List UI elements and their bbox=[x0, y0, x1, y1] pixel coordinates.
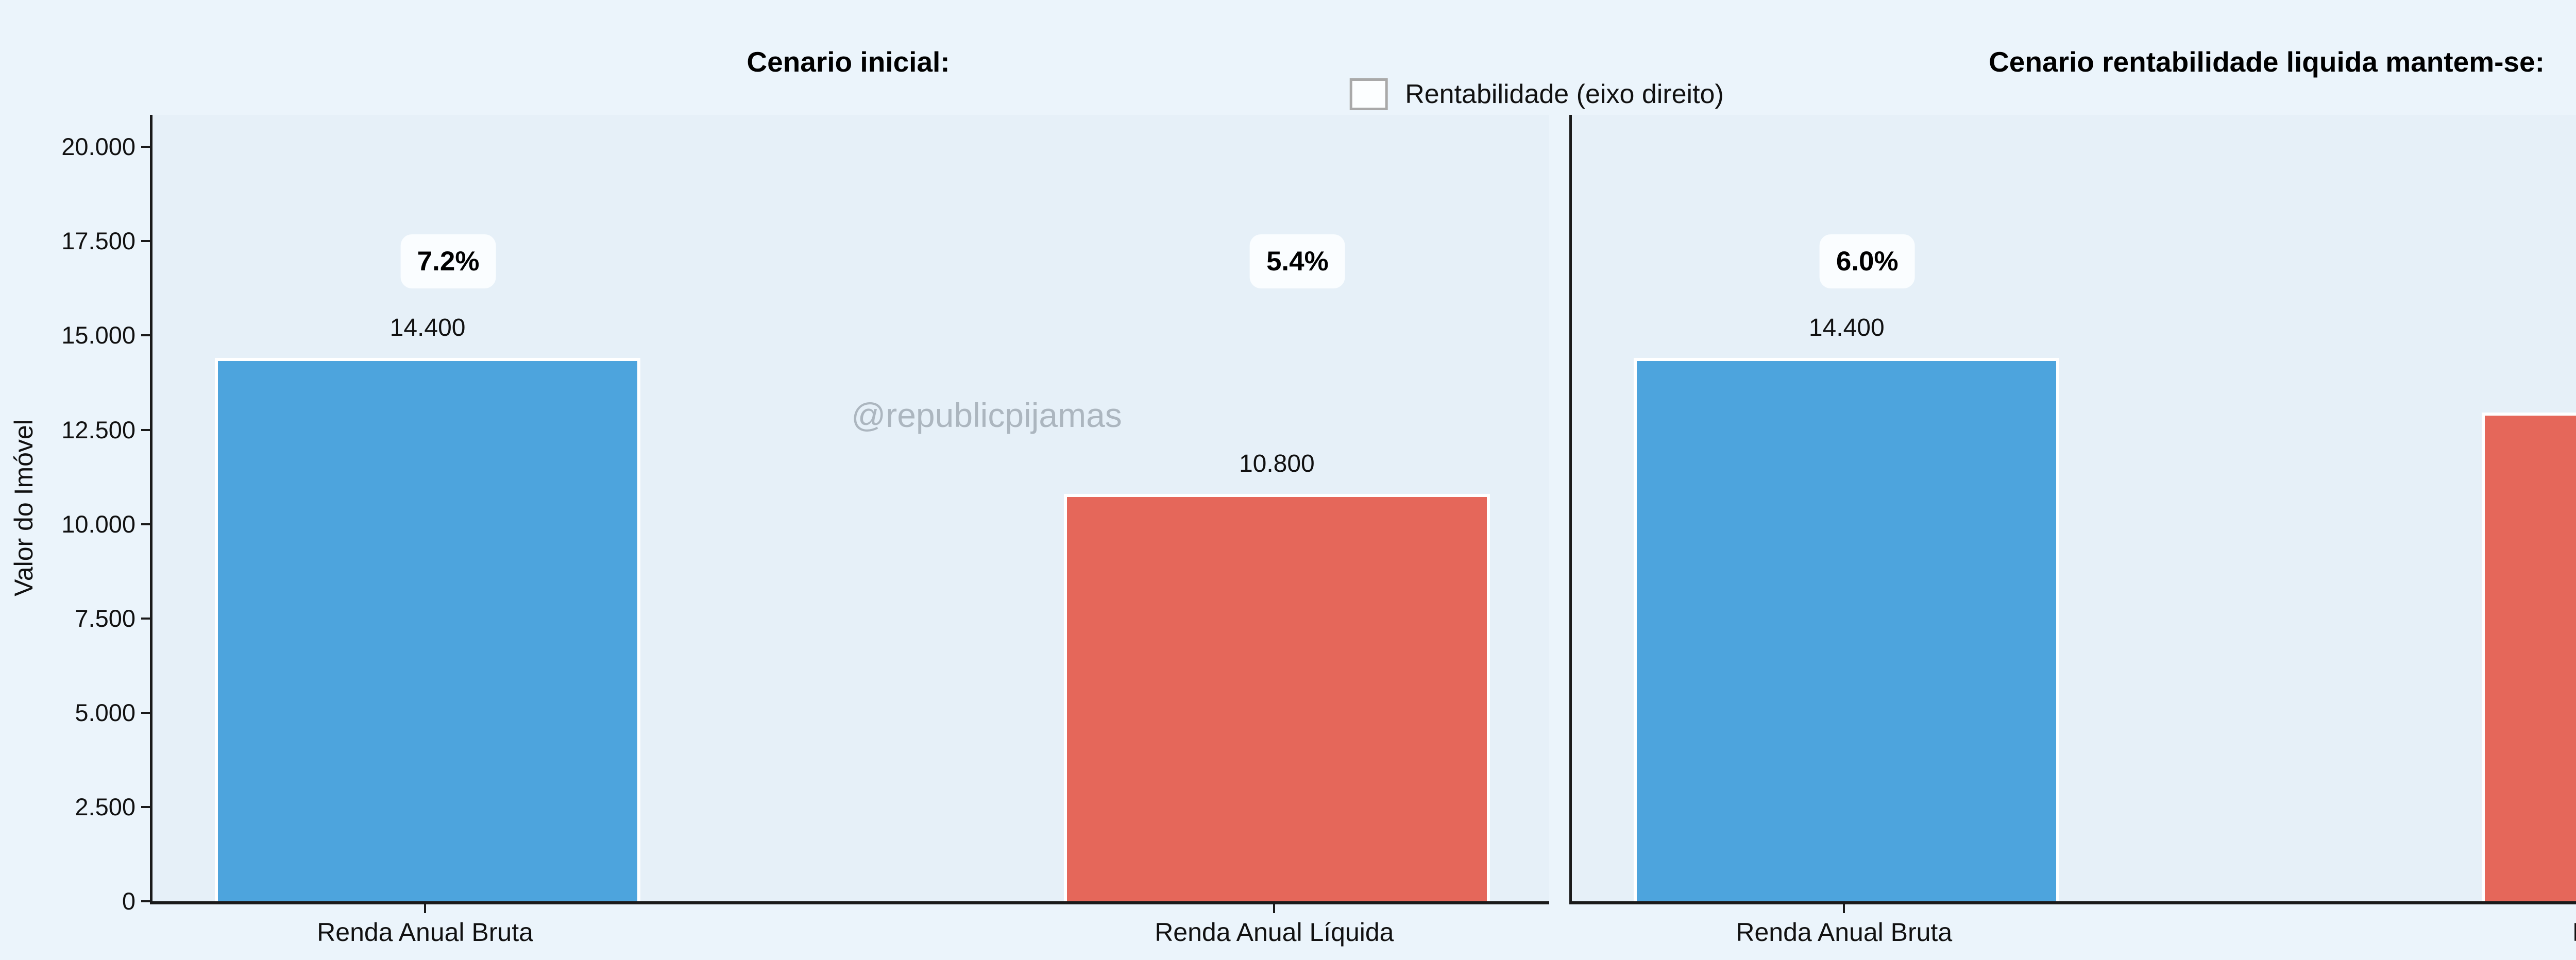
bar-value-label: 14.400 bbox=[1808, 314, 1885, 342]
left-y-tick-labels: 20.000 17.500 15.000 12.500 10.000 7.500 5.000… bbox=[0, 0, 135, 960]
x-tick-mark bbox=[1843, 904, 1845, 913]
left-y-tick-mark bbox=[141, 617, 150, 620]
rentabilidade-annotation: 6.0% bbox=[1819, 234, 1915, 288]
x-tick-label: Renda Anual Bruta bbox=[317, 918, 533, 947]
watermark-text: @republicpijamas bbox=[851, 396, 1122, 434]
left-y-tick-label: 10.000 bbox=[61, 510, 135, 538]
left-y-tick-mark bbox=[141, 428, 150, 431]
left-y-tick-mark bbox=[141, 240, 150, 243]
left-y-tick-label: 15.000 bbox=[61, 321, 135, 349]
left-y-tick-mark bbox=[141, 334, 150, 337]
left-y-tick-mark bbox=[141, 146, 150, 148]
x-tick-label: Renda Anual Líquida bbox=[1155, 918, 1394, 947]
left-y-tick-label: 0 bbox=[122, 887, 135, 915]
legend-swatch-icon bbox=[1349, 78, 1388, 110]
left-y-tick-mark bbox=[141, 711, 150, 714]
rentabilidade-annotation: 5.4% bbox=[1249, 234, 1345, 288]
right-chart-title-line1: Cenario rentabilidade liquida mantem-se: bbox=[1989, 46, 2545, 78]
legend: Rentabilidade (eixo direito) bbox=[1349, 78, 1724, 110]
left-plot-area: @republicpijamas 14.400 7.2% 10.800 5.4% bbox=[150, 115, 1549, 904]
bar-renda-anual-l-quida bbox=[1063, 494, 1490, 901]
bar-value-label: 10.800 bbox=[1239, 450, 1315, 478]
rentabilidade-annotation: 7.2% bbox=[400, 234, 496, 288]
x-tick-mark bbox=[1273, 904, 1276, 913]
left-y-tick-mark bbox=[141, 523, 150, 525]
left-y-tick-label: 7.500 bbox=[75, 604, 135, 632]
legend-label: Rentabilidade (eixo direito) bbox=[1405, 79, 1724, 109]
left-y-tick-mark bbox=[141, 900, 150, 902]
left-y-tick-mark bbox=[141, 805, 150, 808]
bar-value-label: 14.400 bbox=[389, 314, 466, 342]
bar-renda-anual-bruta bbox=[214, 358, 641, 901]
left-chart-title-line1: Cenario inicial: bbox=[747, 46, 950, 78]
left-y-tick-label: 12.500 bbox=[61, 416, 135, 443]
x-tick-label: Renda Anual Bruta bbox=[1736, 918, 1953, 947]
left-y-tick-label: 20.000 bbox=[61, 133, 135, 161]
left-y-tick-label: 2.500 bbox=[75, 793, 135, 820]
left-y-tick-label: 17.500 bbox=[61, 227, 135, 255]
bar-renda-anual-l-quida bbox=[2482, 412, 2576, 901]
x-tick-mark bbox=[424, 904, 427, 913]
bar-renda-anual-bruta bbox=[1634, 358, 2060, 901]
x-tick-label: Renda Anual Líquida bbox=[2572, 918, 2576, 947]
left-y-tick-label: 5.000 bbox=[75, 698, 135, 726]
